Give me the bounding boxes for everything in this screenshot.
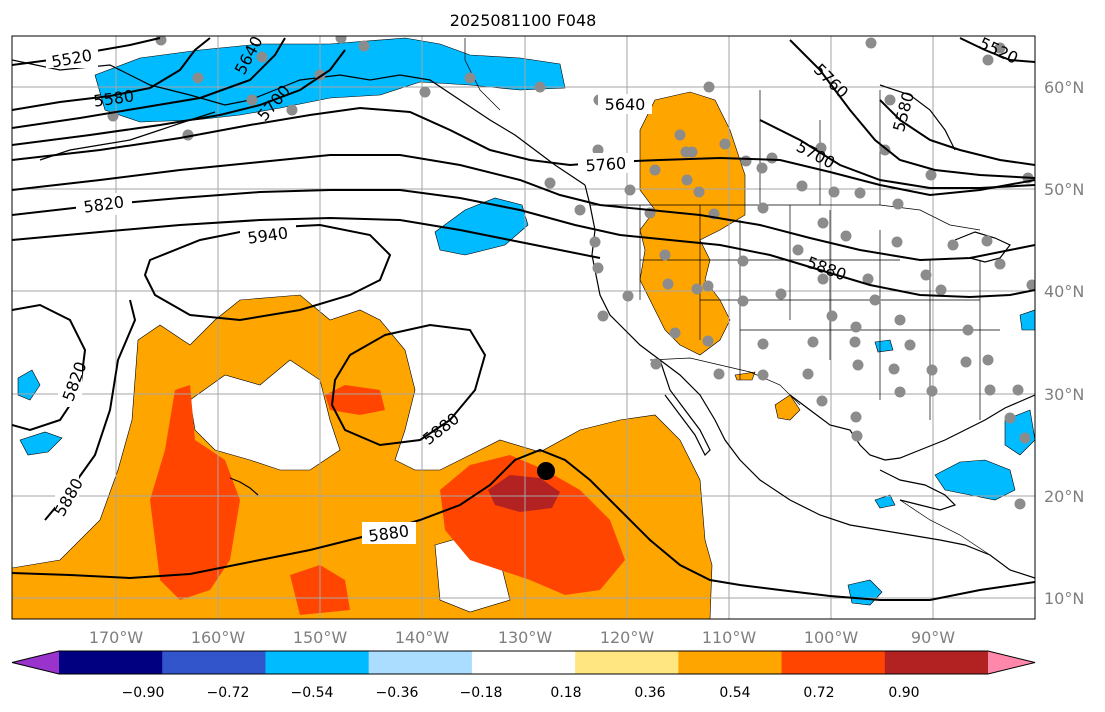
great-lakes: [954, 231, 1011, 263]
cyan-region-caribbean: [934, 459, 1016, 501]
lon-label: 100°W: [804, 628, 859, 647]
colorbar-segment: [59, 651, 163, 674]
latitude-axis: 60°N 50°N 40°N 30°N 20°N 10°N: [1044, 78, 1084, 608]
contour-5880-south: [12, 448, 1035, 601]
contour-5700-west: [12, 49, 346, 146]
lat-label: 40°N: [1044, 282, 1084, 301]
contour-5580-east: [879, 99, 1035, 166]
yucatan: [879, 469, 957, 511]
contour-label: 5760: [585, 154, 627, 176]
lon-label: 130°W: [498, 628, 553, 647]
hawaii: [229, 477, 259, 496]
contour-5760: [12, 106, 1035, 197]
map-title: 2025081100 F048: [450, 11, 597, 30]
cyan-region-west-small: [19, 431, 63, 456]
contour-5580-west: [12, 37, 211, 111]
colorbar-segment: [471, 651, 576, 674]
contour-5640-west: [12, 37, 286, 129]
colorbar: [11, 650, 1036, 675]
colorbar-segment: [781, 651, 886, 674]
contour-5820-north: [12, 154, 1035, 262]
colorbar-tick-label: −0.18: [460, 685, 503, 701]
colorbar-tick-label: 0.18: [550, 685, 581, 701]
colorbar-tick-labels: −0.90 −0.72 −0.54 −0.36 −0.18 0.18 0.36 …: [122, 685, 920, 701]
contour-5880-north: [12, 189, 1035, 299]
colorbar-segment: [678, 651, 783, 674]
longitude-axis: 170°W 160°W 150°W 140°W 130°W 120°W 110°…: [89, 628, 955, 647]
colorbar-outline: [11, 650, 1036, 675]
lon-label: 140°W: [395, 628, 450, 647]
colorbar-segment: [368, 651, 473, 674]
colorbar-tick-label: 0.36: [634, 685, 665, 701]
cyan-region-small-3: [1019, 309, 1035, 331]
lon-label: 120°W: [600, 628, 655, 647]
colorbar-tick-label: −0.54: [291, 685, 334, 701]
colorbar-tick-label: 0.54: [719, 685, 750, 701]
contour-5700-east: [759, 119, 1035, 189]
darkred-core: [488, 475, 560, 512]
contour-5940-ridge: [12, 216, 601, 259]
contour-label: 5640: [605, 95, 646, 114]
cyan-region-ne-pacific: [434, 197, 529, 256]
colorbar-tick-label: −0.72: [207, 685, 250, 701]
us-west-coast: [584, 184, 1035, 579]
lon-label: 170°W: [89, 628, 144, 647]
cyan-region-small-1: [874, 494, 896, 509]
contour-5820-west-closed: [12, 303, 87, 432]
colorbar-tick-label: −0.90: [122, 685, 165, 701]
storm-center-marker: [537, 462, 555, 480]
lat-label: 30°N: [1044, 385, 1084, 404]
lon-label: 90°W: [911, 628, 955, 647]
lon-label: 150°W: [293, 628, 348, 647]
colorbar-extend-high: [988, 651, 1035, 674]
contour-5880-central: [330, 323, 487, 447]
colorbar-tick-label: −0.36: [376, 685, 419, 701]
map-content: 5520 5580 5640 5700 5760 5820 5940 5880 …: [12, 36, 1035, 619]
contour-5520-east: [959, 37, 1035, 63]
us-mexico-border: [649, 357, 801, 406]
colorbar-segment: [884, 651, 989, 674]
alaska-coast: [12, 59, 586, 186]
hole-central-pacific: [189, 359, 341, 471]
lat-label: 60°N: [1044, 78, 1084, 97]
central-america: [899, 499, 991, 556]
baja-california: [659, 359, 711, 457]
colorbar-segment: [265, 651, 370, 674]
coastlines: [12, 59, 1035, 579]
height-contours: [12, 37, 1035, 601]
colorbar-extend-low: [12, 651, 59, 674]
cyan-region-small-2: [874, 339, 894, 353]
cyan-region-west-edge: [17, 369, 41, 401]
colorbar-segment: [162, 651, 266, 674]
lon-label: 160°W: [191, 628, 246, 647]
colorbar-tick-label: 0.90: [888, 685, 919, 701]
gulf-coast: [789, 394, 1035, 461]
lat-label: 50°N: [1044, 180, 1084, 199]
lon-label: 110°W: [702, 628, 757, 647]
core-anomaly-fill: [488, 475, 560, 512]
map-frame: [11, 35, 1036, 620]
red-region-southeast: [440, 455, 625, 595]
colorbar-segment: [575, 651, 679, 674]
contour-5640-east: [789, 39, 1035, 179]
colorbar-tick-label: 0.72: [803, 685, 834, 701]
lat-label: 20°N: [1044, 487, 1084, 506]
red-region-central: [325, 385, 385, 415]
hudson-bay: [879, 84, 956, 151]
orange-region-mexico: [774, 394, 801, 421]
lat-label: 10°N: [1044, 589, 1084, 608]
